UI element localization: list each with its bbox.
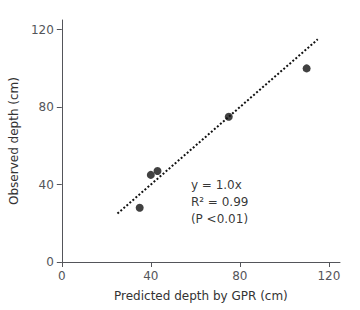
- svg-text:80: 80: [39, 100, 54, 114]
- svg-text:80: 80: [232, 269, 247, 283]
- svg-text:120: 120: [31, 23, 54, 37]
- svg-text:0: 0: [58, 269, 66, 283]
- svg-text:120: 120: [317, 269, 340, 283]
- svg-text:0: 0: [46, 255, 54, 269]
- svg-text:(P <0.01): (P <0.01): [191, 212, 248, 226]
- svg-text:y = 1.0x: y = 1.0x: [191, 178, 242, 192]
- svg-text:R² = 0.99: R² = 0.99: [191, 195, 249, 209]
- svg-text:Observed depth (cm): Observed depth (cm): [7, 77, 21, 205]
- svg-text:Predicted depth by GPR (cm): Predicted depth by GPR (cm): [114, 289, 288, 303]
- svg-text:40: 40: [39, 178, 54, 192]
- svg-text:40: 40: [143, 269, 158, 283]
